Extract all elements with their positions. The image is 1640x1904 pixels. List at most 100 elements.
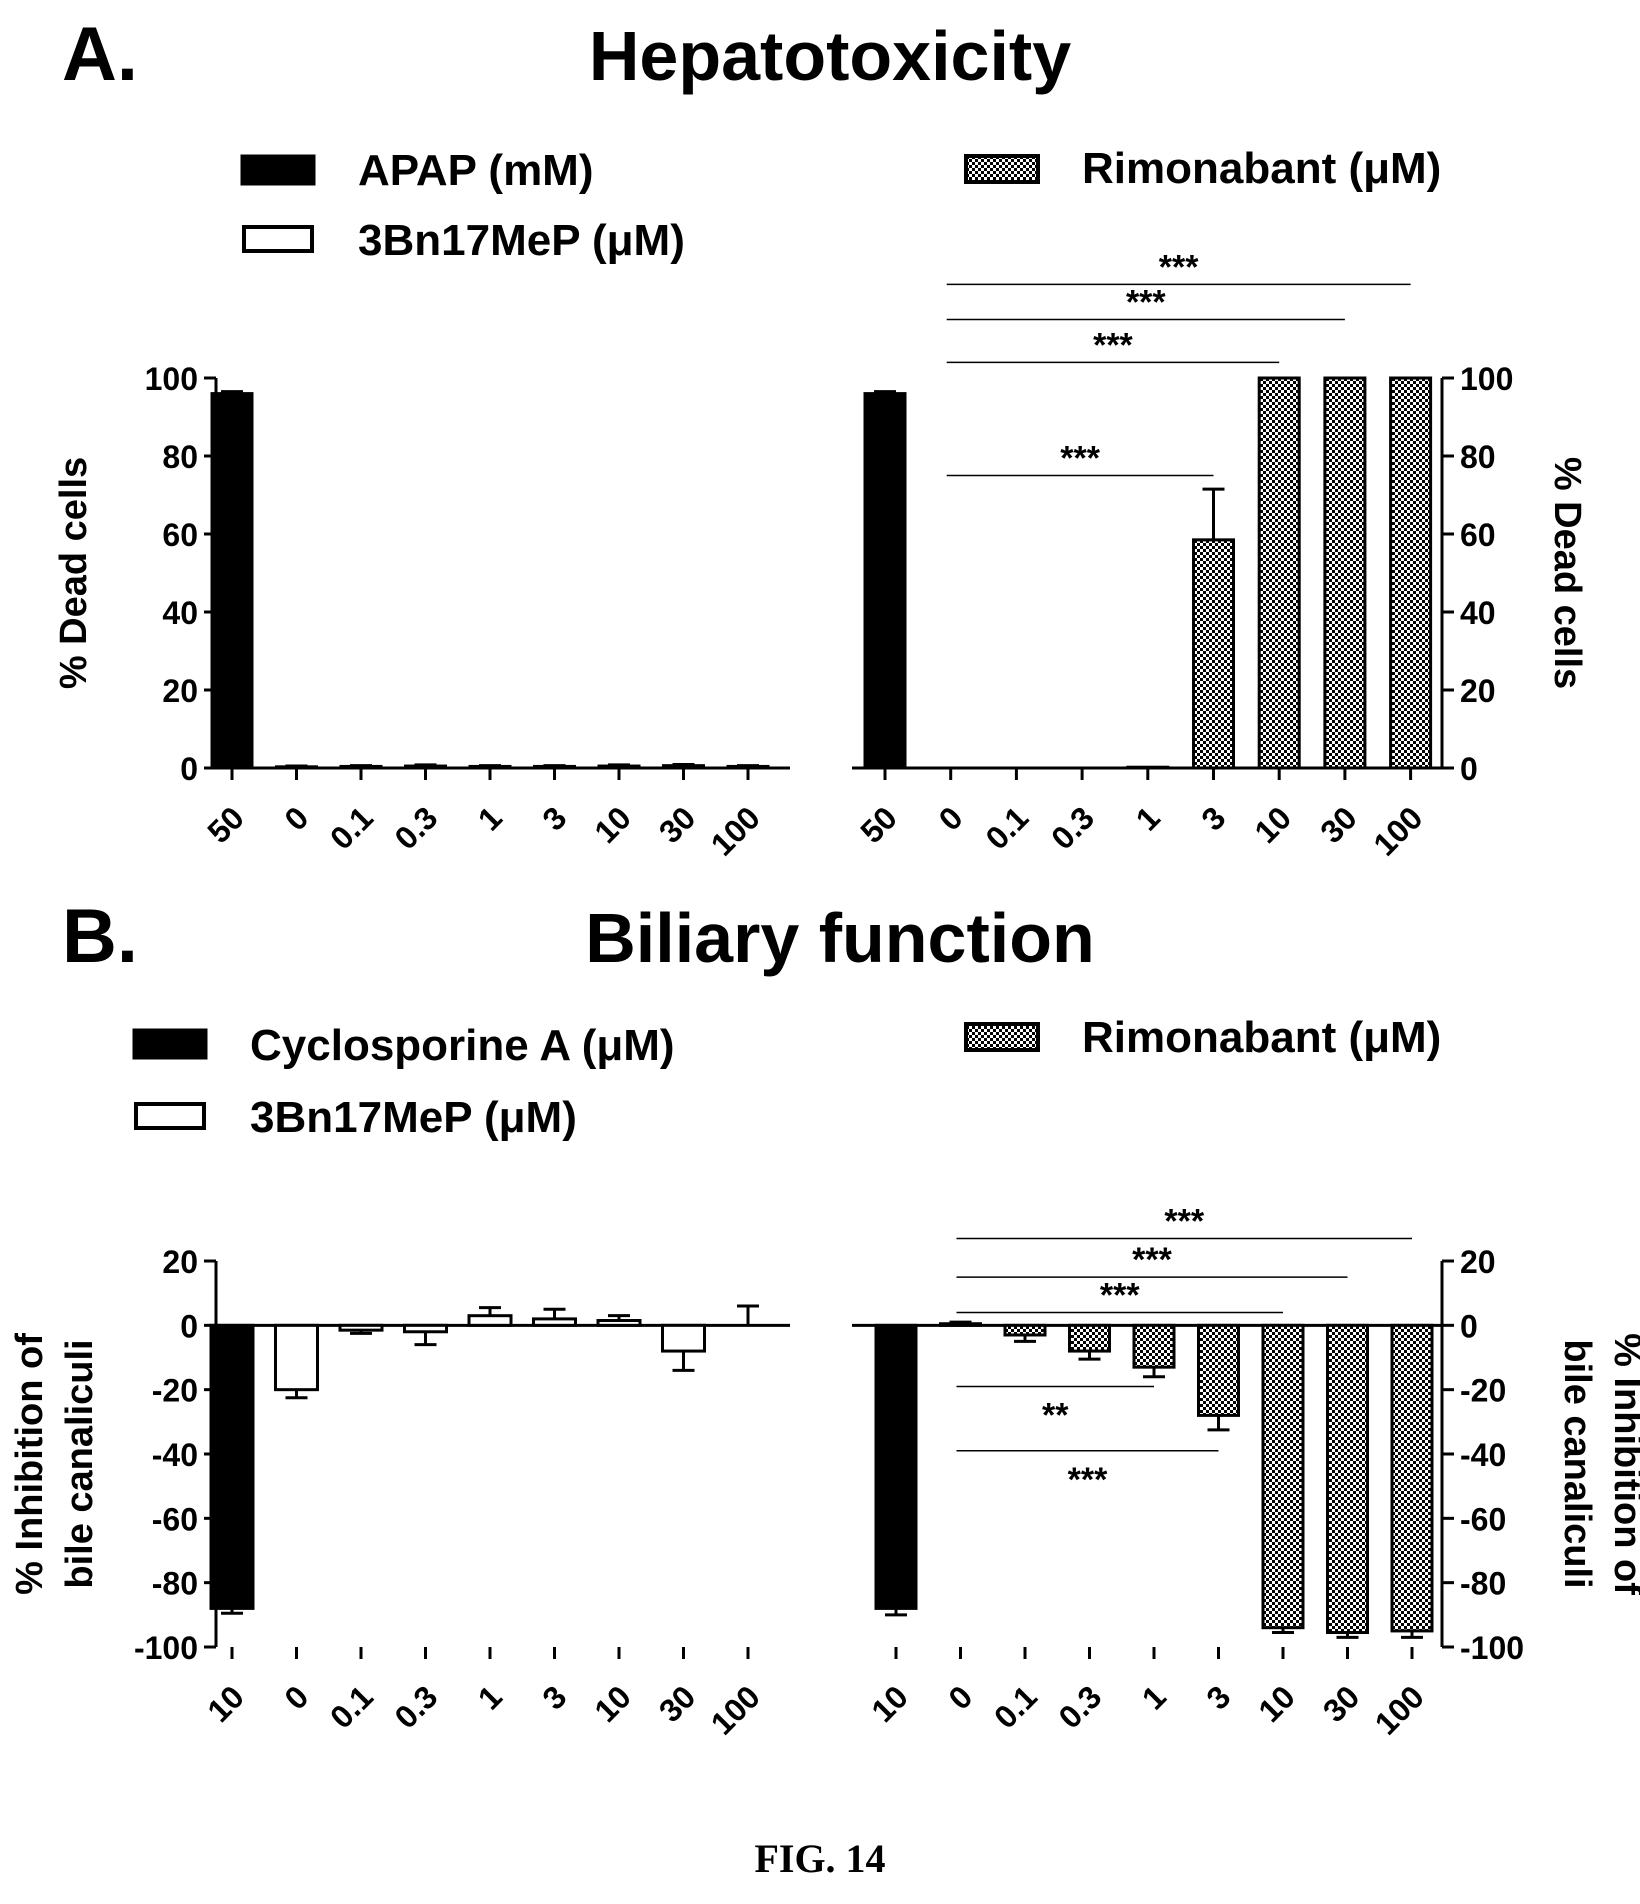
chart-biliary-3bn17mep: -100 -80 -60 -40 -20 0 20 % Inhibition of bile c…: [9, 1244, 790, 1742]
significance-label: ***: [1164, 1202, 1204, 1240]
y-tick-label: -80: [152, 1566, 198, 1602]
bar: [1192, 538, 1235, 770]
y-axis-title: % Dead cells: [53, 457, 95, 689]
y-tick-label: -100: [1460, 1630, 1524, 1666]
bar: [467, 1314, 513, 1327]
legend-swatch-solid: [240, 154, 316, 186]
x-tick-label: 0.1: [323, 799, 380, 856]
bar: [532, 1317, 577, 1327]
legend-label: Cyclosporine A (μM): [250, 1021, 675, 1070]
y-tick-label: -100: [134, 1630, 198, 1666]
y-axis-title-line: bile canaliculi: [1556, 1339, 1598, 1588]
x-tick-label: 10: [1251, 1678, 1302, 1729]
x-tick-label: 100: [1366, 799, 1429, 862]
bar: [939, 1322, 982, 1327]
x-tick-label: 0.3: [388, 799, 445, 856]
bar: [209, 1323, 255, 1610]
y-axis-title-line: bile canaliculi: [59, 1339, 101, 1588]
y-axis-title-line: % Inhibition of: [1606, 1333, 1640, 1595]
legend-swatch-open: [242, 225, 314, 253]
y-tick-label: -40: [1460, 1437, 1506, 1473]
significance-label: ***: [1159, 248, 1199, 286]
y-tick-label: -60: [152, 1501, 198, 1537]
bar: [274, 1323, 319, 1392]
panel-b-title: Biliary function: [585, 899, 1094, 977]
y-tick-label: 100: [145, 361, 198, 397]
legend-label: APAP (mM): [358, 146, 594, 195]
bar: [1326, 1323, 1369, 1635]
y-tick-label: 20: [162, 673, 198, 709]
bar: [338, 1323, 384, 1332]
x-tick-label: 3: [535, 799, 573, 837]
bar: [863, 392, 907, 770]
panel-a-letter: A.: [62, 12, 138, 97]
x-tick-label: 3: [535, 1678, 573, 1716]
y-tick-label: 0: [1460, 1308, 1478, 1344]
x-tick-label: 0.3: [1052, 1678, 1109, 1735]
bar: [662, 764, 705, 770]
significance-label: ***: [1126, 284, 1166, 322]
x-tick-label: 0.1: [987, 1678, 1044, 1735]
bar: [403, 1323, 448, 1334]
bar: [1126, 765, 1170, 770]
legend-label: Rimonabant (μM): [1082, 1013, 1441, 1062]
x-tick-label: 30: [1313, 799, 1364, 850]
bar: [1257, 376, 1301, 770]
legend-label: 3Bn17MeP (μM): [358, 216, 685, 265]
y-tick-label: 0: [1460, 751, 1478, 787]
y-tick-label: 20: [1460, 673, 1496, 709]
legend-label: Rimonabant (μM): [1082, 144, 1441, 193]
bar: [210, 392, 254, 770]
x-tick-label: 1: [1135, 1678, 1173, 1716]
bar: [661, 1323, 706, 1353]
legend-a-left: APAP (mM) 3Bn17MeP (μM): [240, 146, 685, 265]
x-tick-label: 30: [652, 799, 703, 850]
y-tick-label: 20: [1460, 1244, 1496, 1280]
y-tick-label: 80: [1460, 439, 1496, 475]
y-tick-label: 40: [1460, 595, 1496, 631]
y-tick-label: 0: [180, 1308, 198, 1344]
x-tick-label: 10: [587, 1678, 638, 1729]
x-tick-label: 50: [200, 799, 251, 850]
x-tick-label: 50: [853, 799, 904, 850]
bar: [1261, 1323, 1305, 1630]
bar: [596, 1319, 642, 1327]
x-tick-label: 1: [1129, 799, 1167, 837]
panel-b-letter: B.: [62, 894, 138, 979]
x-tick-label: 1: [471, 799, 509, 837]
y-tick-label: -20: [1460, 1373, 1506, 1409]
legend-b-right: Rimonabant (μM): [964, 1013, 1441, 1062]
x-tick-label: 0: [932, 799, 970, 837]
x-tick-label: 10: [1248, 799, 1299, 850]
x-tick-label: 0: [941, 1678, 979, 1716]
y-tick-label: 100: [1460, 361, 1513, 397]
legend-swatch-open: [134, 1102, 206, 1130]
y-tick-label: 80: [162, 439, 198, 475]
legend-label: 3Bn17MeP (μM): [250, 1093, 577, 1142]
y-tick-label: -80: [1460, 1566, 1506, 1602]
bar: [1389, 376, 1433, 770]
bar: [1323, 376, 1367, 770]
y-tick-label: 20: [162, 1244, 198, 1280]
x-tick-label: 100: [704, 1678, 767, 1741]
y-tick-label: -20: [152, 1373, 198, 1409]
x-tick-label: 30: [1316, 1678, 1367, 1729]
panel-a-title: Hepatotoxicity: [589, 17, 1071, 95]
x-tick-label: 0: [277, 799, 315, 837]
y-tick-label: 60: [162, 517, 198, 553]
significance-label: ***: [1132, 1241, 1172, 1279]
bar: [1132, 1323, 1176, 1369]
x-tick-label: 3: [1199, 1678, 1237, 1716]
y-axis-title-line: % Inhibition of: [9, 1333, 51, 1595]
x-tick-label: 100: [1368, 1678, 1431, 1741]
x-tick-label: 0.3: [388, 1678, 445, 1735]
y-tick-label: 0: [180, 751, 198, 787]
x-tick-label: 10: [864, 1678, 915, 1729]
legend-swatch-solid: [132, 1028, 208, 1060]
x-tick-label: 100: [704, 799, 767, 862]
bar: [874, 1323, 918, 1610]
